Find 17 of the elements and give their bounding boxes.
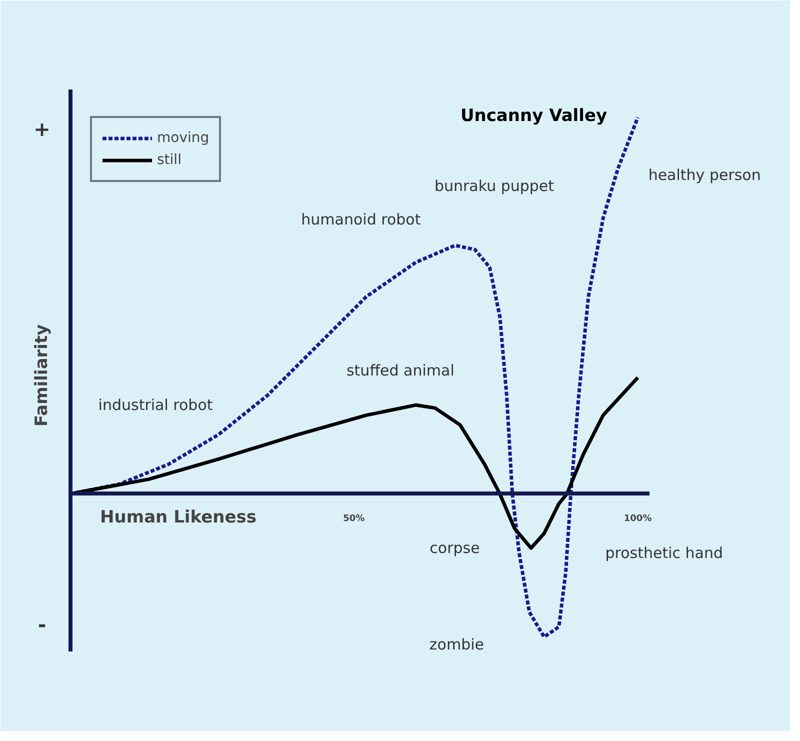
annotation: zombie [429, 636, 484, 654]
annotation: industrial robot [98, 396, 213, 414]
x-tick-label: 100% [624, 514, 652, 524]
annotation: Uncanny Valley [460, 106, 608, 126]
annotation: corpse [430, 539, 480, 558]
annotation: stuffed animal [346, 361, 454, 380]
annotation: bunraku puppet [434, 176, 554, 195]
x-tick-label: 50% [343, 514, 365, 524]
legend-label: still [157, 152, 182, 168]
text: + [34, 117, 50, 142]
y-axis-title: Familiarity [32, 324, 52, 426]
annotation: prosthetic hand [605, 544, 723, 562]
annotation: healthy person [648, 166, 761, 184]
x-axis-title: Human Likeness [100, 507, 256, 528]
annotation: humanoid robot [301, 210, 421, 229]
text: - [38, 612, 46, 636]
legend-label: moving [157, 130, 210, 146]
